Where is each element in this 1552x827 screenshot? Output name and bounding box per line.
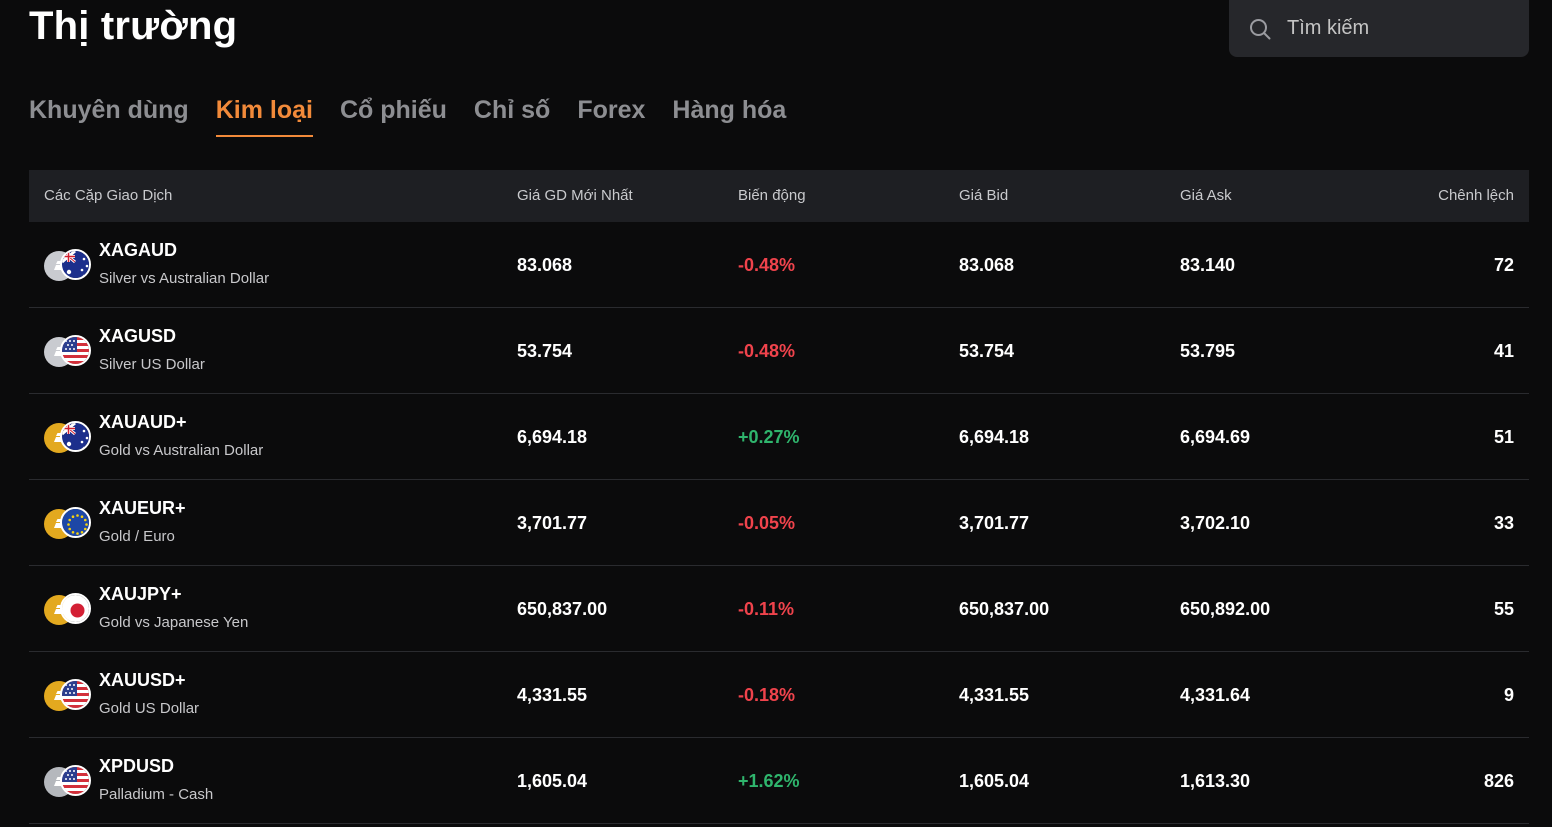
price-change: -0.05% (738, 513, 796, 533)
bid-price: 83.068 (959, 255, 1015, 275)
bid-price: 3,701.77 (959, 513, 1030, 533)
search-input[interactable] (1287, 17, 1487, 40)
pair-name: Silver US Dollar (99, 355, 205, 373)
spread-value: 9 (1503, 685, 1514, 705)
pair-cell: XAUAUD+ Gold vs Australian Dollar (44, 394, 263, 480)
ask-price: 53.795 (1180, 341, 1236, 361)
pair-icons (44, 335, 92, 367)
pair-icons (44, 679, 92, 711)
bid-price: 6,694.18 (959, 427, 1030, 447)
market-tabs: Khuyên dùng Kim loại Cổ phiếu Chỉ số For… (29, 96, 813, 137)
market-table: Các Cặp Giao Dịch Giá GD Mới Nhất Biến đ… (29, 170, 1529, 824)
ask-price: 1,613.30 (1180, 771, 1251, 791)
ask-price: 6,694.69 (1180, 427, 1251, 447)
tab-metals[interactable]: Kim loại (215, 96, 314, 137)
header-change[interactable]: Biến động (738, 187, 806, 204)
au-flag-icon (60, 249, 91, 280)
pair-cell: XAUEUR+ Gold / Euro (44, 480, 186, 566)
pair-icons (44, 593, 92, 625)
bid-price: 650,837.00 (959, 599, 1050, 619)
spread-value: 72 (1493, 255, 1514, 275)
tab-indices[interactable]: Chỉ số (473, 96, 551, 124)
price-change: +1.62% (738, 771, 800, 791)
bid-price: 1,605.04 (959, 771, 1030, 791)
tab-stocks[interactable]: Cổ phiếu (339, 96, 447, 124)
spread-value: 826 (1483, 771, 1514, 791)
pair-name: Palladium - Cash (99, 785, 214, 803)
header-last-price[interactable]: Giá GD Mới Nhất (517, 187, 633, 204)
ask-price: 3,702.10 (1180, 513, 1251, 533)
last-price: 4,331.55 (517, 685, 588, 705)
spread-value: 55 (1493, 599, 1514, 619)
search-box[interactable] (1229, 0, 1529, 57)
tab-forex[interactable]: Forex (577, 96, 646, 124)
table-row[interactable]: XAGAUD Silver vs Australian Dollar 83.068 -… (29, 222, 1529, 308)
pair-name: Silver vs Australian Dollar (99, 269, 270, 287)
page-title: Thị trường (29, 4, 238, 48)
pair-name: Gold / Euro (99, 527, 175, 545)
price-change: -0.48% (738, 255, 796, 275)
pair-name: Gold US Dollar (99, 699, 200, 717)
pair-symbol[interactable]: XAUAUD+ (99, 411, 187, 432)
bid-price: 53.754 (959, 341, 1015, 361)
header-bid[interactable]: Giá Bid (959, 187, 1009, 204)
spread-value: 33 (1493, 513, 1514, 533)
au-flag-icon (60, 421, 91, 452)
ask-price: 83.140 (1180, 255, 1236, 275)
table-row[interactable]: XAUEUR+ Gold / Euro 3,701.77 -0.05% 3,701.77… (29, 480, 1529, 566)
us-flag-icon (60, 679, 91, 710)
pair-icons (44, 765, 92, 797)
price-change: +0.27% (738, 427, 800, 447)
pair-icons (44, 507, 92, 539)
pair-symbol[interactable]: XAGAUD (99, 239, 178, 260)
table-row[interactable]: XAUJPY+ Gold vs Japanese Yen 650,837.00 -0.… (29, 566, 1529, 652)
pair-symbol[interactable]: XAGUSD (99, 325, 177, 346)
pair-cell: XPDUSD Palladium - Cash (44, 738, 213, 824)
pair-symbol[interactable]: XPDUSD (99, 755, 175, 776)
last-price: 6,694.18 (517, 427, 588, 447)
price-change: -0.18% (738, 685, 796, 705)
search-icon[interactable] (1249, 18, 1271, 40)
tab-commodities[interactable]: Hàng hóa (672, 96, 787, 124)
pair-symbol[interactable]: XAUEUR+ (99, 497, 186, 518)
spread-value: 41 (1493, 341, 1514, 361)
last-price: 650,837.00 (517, 599, 608, 619)
us-flag-icon (60, 335, 91, 366)
table-row[interactable]: XAUUSD+ Gold US Dollar 4,331.55 -0.18% 4,331… (29, 652, 1529, 738)
last-price: 1,605.04 (517, 771, 588, 791)
last-price: 83.068 (517, 255, 573, 275)
table-header: Các Cặp Giao Dịch Giá GD Mới Nhất Biến đ… (29, 170, 1529, 222)
spread-value: 51 (1493, 427, 1514, 447)
last-price: 3,701.77 (517, 513, 588, 533)
us-flag-icon (60, 765, 91, 796)
price-change: -0.48% (738, 341, 796, 361)
table-row[interactable]: XAGUSD Silver US Dollar 53.754 -0.48% 53.754… (29, 308, 1529, 394)
pair-name: Gold vs Australian Dollar (99, 441, 264, 459)
pair-symbol[interactable]: XAUUSD+ (99, 669, 186, 690)
pair-name: Gold vs Japanese Yen (99, 613, 249, 631)
pair-cell: XAGAUD Silver vs Australian Dollar (44, 222, 269, 308)
tab-recommended[interactable]: Khuyên dùng (29, 96, 189, 124)
price-change: -0.11% (738, 599, 795, 619)
eu-flag-icon (60, 507, 91, 538)
table-row[interactable]: XAUAUD+ Gold vs Australian Dollar 6,694.18… (29, 394, 1529, 480)
last-price: 53.754 (517, 341, 573, 361)
pair-cell: XAUJPY+ Gold vs Japanese Yen (44, 566, 248, 652)
header-spread[interactable]: Chênh lệch (1438, 187, 1514, 204)
table-body: XAGAUD Silver vs Australian Dollar 83.068 -… (29, 222, 1529, 824)
pair-icons (44, 421, 92, 453)
ask-price: 4,331.64 (1180, 685, 1251, 705)
pair-icons (44, 249, 92, 281)
pair-cell: XAGUSD Silver US Dollar (44, 308, 205, 394)
bid-price: 4,331.55 (959, 685, 1030, 705)
jp-flag-icon (60, 593, 91, 624)
table-row[interactable]: XPDUSD Palladium - Cash 1,605.04 +1.62% 1,60… (29, 738, 1529, 824)
pair-symbol[interactable]: XAUJPY+ (99, 583, 182, 604)
header-ask[interactable]: Giá Ask (1180, 187, 1232, 204)
header-pair[interactable]: Các Cặp Giao Dịch (44, 187, 173, 204)
pair-cell: XAUUSD+ Gold US Dollar (44, 652, 199, 738)
ask-price: 650,892.00 (1180, 599, 1271, 619)
